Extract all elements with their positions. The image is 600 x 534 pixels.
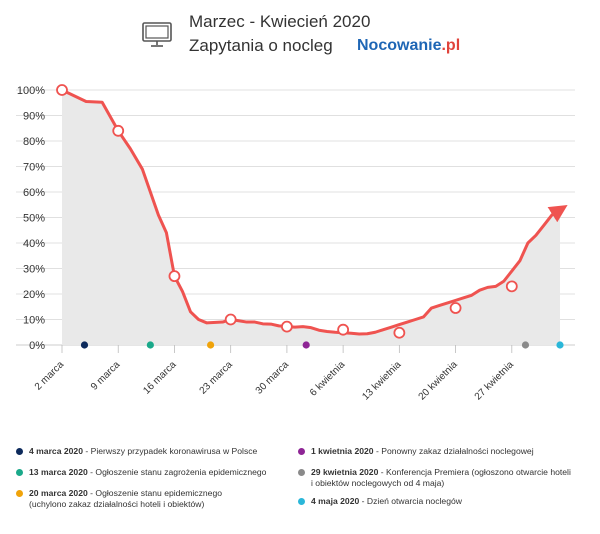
data-point <box>449 302 462 314</box>
x-tick-label: 13 kwietnia <box>360 359 403 402</box>
legend-dot <box>16 469 23 476</box>
data-point <box>393 326 406 339</box>
legend-date: 4 maja 2020 <box>311 496 360 506</box>
legend-date: 29 kwietnia 2020 <box>311 467 379 477</box>
x-tick-label: 27 kwietnia <box>473 359 516 402</box>
legend-description: - Ogłoszenie stanu zagrożenia epidemiczn… <box>87 467 267 477</box>
y-tick-label: 80% <box>23 136 45 148</box>
legend-description-cont: (uchylono zakaz działalności hoteli i ob… <box>29 499 205 509</box>
legend-dot <box>298 448 305 455</box>
data-point <box>281 320 293 333</box>
legend-dot <box>16 448 23 455</box>
legend-description: - Konferencja Premiera (ogłoszono otwarc… <box>378 467 571 477</box>
y-tick-label: 40% <box>23 238 45 250</box>
legend-dot <box>298 498 305 505</box>
legend-date: 13 marca 2020 <box>29 467 88 477</box>
legend-item: 4 maja 2020 - Dzień otwarcia noclegów <box>298 496 462 507</box>
area-fill <box>62 90 560 345</box>
data-point <box>112 124 125 137</box>
event-legend: 4 marca 2020 - Pierwszy przypadek korona… <box>0 440 600 534</box>
y-tick-label: 90% <box>23 111 45 123</box>
event-dot <box>206 341 215 349</box>
brand-logo: Nocowanie.pl <box>357 37 460 55</box>
legend-date: 4 marca 2020 <box>29 446 83 456</box>
y-tick-label: 30% <box>23 264 45 276</box>
legend-date: 20 marca 2020 <box>29 488 88 498</box>
data-point <box>505 280 518 293</box>
legend-text: 29 kwietnia 2020 - Konferencja Premiera … <box>311 467 571 489</box>
y-tick-label: 0% <box>29 340 45 352</box>
legend-item: 13 marca 2020 - Ogłoszenie stanu zagroże… <box>16 467 266 478</box>
legend-text: 4 marca 2020 - Pierwszy przypadek korona… <box>29 446 257 457</box>
legend-item: 1 kwietnia 2020 - Ponowny zakaz działaln… <box>298 446 534 457</box>
brand-main: Nocowanie <box>357 37 442 54</box>
y-tick-label: 10% <box>23 315 45 327</box>
legend-date: 1 kwietnia 2020 <box>311 446 374 456</box>
monitor-icon <box>142 22 172 47</box>
legend-text: 20 marca 2020 - Ogłoszenie stanu epidemi… <box>29 488 222 510</box>
legend-description: - Pierwszy przypadek koronawirusa w Pols… <box>83 446 258 456</box>
chart-subtitle: Zapytania o nocleg <box>189 36 333 55</box>
y-tick-label: 50% <box>23 213 45 225</box>
legend-item: 4 marca 2020 - Pierwszy przypadek korona… <box>16 446 257 457</box>
legend-dot <box>16 490 23 497</box>
legend-description-cont: i obiektów noclegowych od 4 maja) <box>311 478 445 488</box>
data-point <box>168 270 181 283</box>
event-dot <box>80 341 89 349</box>
y-tick-label: 70% <box>23 162 45 174</box>
y-tick-label: 20% <box>23 289 45 301</box>
event-dot <box>556 341 564 349</box>
legend-dot <box>298 469 305 476</box>
x-tick-label: 2 marca <box>33 359 67 393</box>
legend-text: 4 maja 2020 - Dzień otwarcia noclegów <box>311 496 462 507</box>
legend-item: 20 marca 2020 - Ogłoszenie stanu epidemi… <box>16 488 222 510</box>
x-tick-label: 16 marca <box>141 359 179 397</box>
chart-header: Marzec - Kwiecień 2020 Zapytania o nocle… <box>0 0 600 70</box>
x-tick-label: 9 marca <box>89 359 123 393</box>
event-dot <box>302 341 310 349</box>
data-point <box>56 84 68 96</box>
y-tick-label: 100% <box>17 85 45 97</box>
event-dot <box>521 341 530 349</box>
legend-description: - Ogłoszenie stanu epidemicznego <box>87 488 223 498</box>
legend-item: 29 kwietnia 2020 - Konferencja Premiera … <box>298 467 571 489</box>
legend-description: - Ponowny zakaz działalności noclegowej <box>373 446 534 456</box>
legend-text: 13 marca 2020 - Ogłoszenie stanu zagroże… <box>29 467 266 478</box>
line-chart: 0% 10% 20% 30% 40% 50% 60% 70% 80% 90% 100% 2 marc… <box>16 84 575 402</box>
legend-text: 1 kwietnia 2020 - Ponowny zakaz działaln… <box>311 446 534 457</box>
x-tick-label: 20 kwietnia <box>417 359 460 402</box>
data-point <box>337 323 350 336</box>
event-dot <box>146 341 154 349</box>
legend-description: - Dzień otwarcia noclegów <box>359 496 462 506</box>
x-tick-label: 23 marca <box>198 359 236 397</box>
chart-title: Marzec - Kwiecień 2020 <box>189 12 371 31</box>
data-point <box>224 313 237 326</box>
y-tick-label: 60% <box>23 187 45 199</box>
brand-suffix: .pl <box>441 37 461 54</box>
x-tick-label: 6 kwietnia <box>308 359 348 399</box>
x-tick-label: 30 marca <box>254 359 292 397</box>
